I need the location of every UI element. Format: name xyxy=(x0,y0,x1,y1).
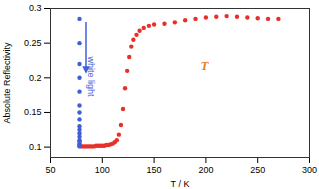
svg-text:300: 300 xyxy=(302,165,317,175)
svg-text:T: T xyxy=(201,58,210,73)
svg-text:T / K: T / K xyxy=(171,179,190,189)
svg-text:150: 150 xyxy=(147,165,162,175)
svg-text:50: 50 xyxy=(45,165,55,175)
svg-text:0.2: 0.2 xyxy=(29,73,42,83)
svg-text:250: 250 xyxy=(250,165,265,175)
svg-text:200: 200 xyxy=(198,165,213,175)
svg-text:100: 100 xyxy=(95,165,110,175)
svg-text:0.1: 0.1 xyxy=(29,142,42,152)
svg-text:0.25: 0.25 xyxy=(24,38,42,48)
svg-text:0.15: 0.15 xyxy=(24,107,42,117)
svg-text:0.3: 0.3 xyxy=(29,3,42,13)
svg-text:Absolute Reflectivity: Absolute Reflectivity xyxy=(2,42,12,124)
svg-text:white light: white light xyxy=(86,56,96,98)
